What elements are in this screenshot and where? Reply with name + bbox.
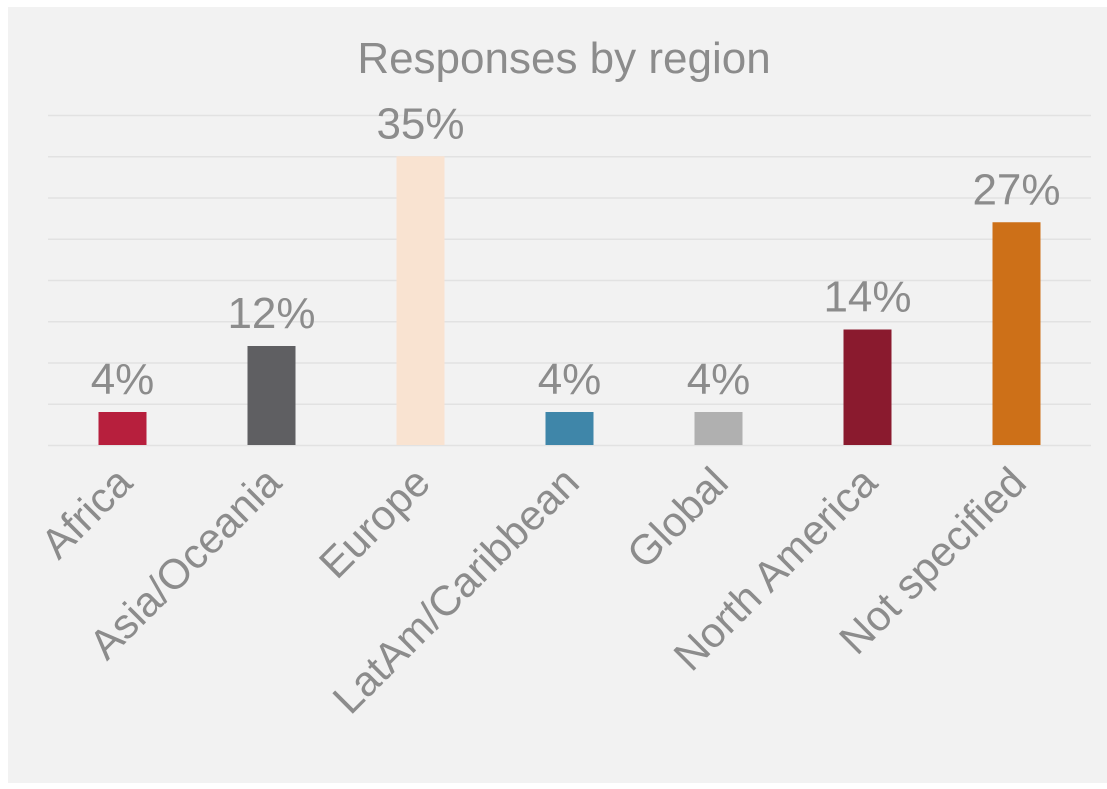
data-label: 4%	[91, 355, 155, 404]
bar	[843, 329, 892, 445]
bar	[694, 412, 743, 445]
gridlines	[48, 114, 1091, 447]
bar	[98, 412, 147, 445]
bar	[247, 346, 296, 445]
data-label: 4%	[538, 355, 602, 404]
x-tick-label: LatAm/Caribbean	[324, 458, 588, 722]
x-tick-label: Europe	[310, 458, 439, 587]
bar	[545, 412, 594, 445]
bar	[992, 222, 1041, 445]
data-label: 35%	[376, 99, 464, 148]
bar	[396, 156, 445, 445]
bars	[98, 156, 1041, 445]
chart-area: Responses by region 4% 12% 35% 4% 4% 14% 27% A…	[8, 7, 1107, 783]
data-labels: 4% 12% 35% 4% 4% 14% 27%	[91, 99, 1061, 404]
data-label: 12%	[227, 289, 315, 338]
bar-chart: Responses by region 4% 12% 35% 4% 4% 14% 27% A…	[32, 34, 1091, 723]
data-label: 27%	[972, 165, 1060, 214]
chart-title: Responses by region	[357, 34, 770, 83]
data-label: 14%	[823, 273, 911, 322]
data-label: 4%	[687, 355, 751, 404]
x-tick-label: Global	[618, 458, 737, 577]
x-tick-label: Africa	[32, 458, 142, 568]
